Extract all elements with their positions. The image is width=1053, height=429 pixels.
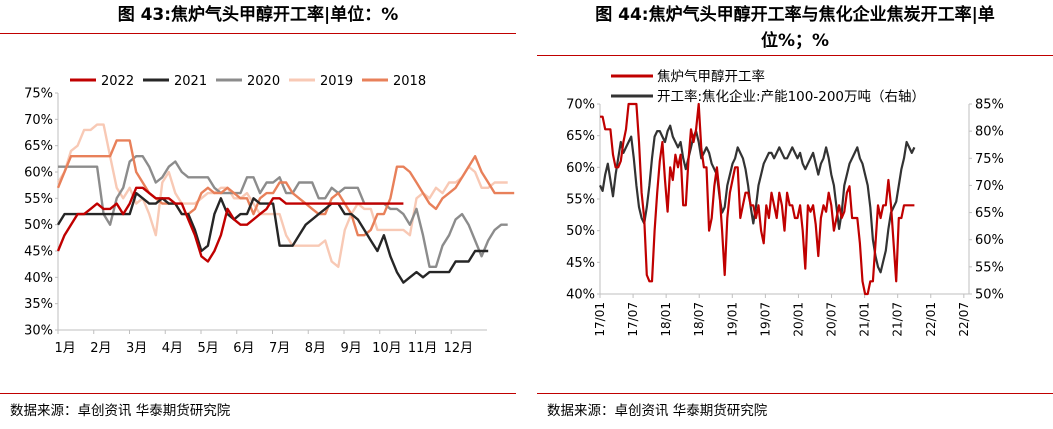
right-x-tick-label: 17/07 bbox=[626, 302, 640, 337]
right-y-right-tick-label: 60% bbox=[975, 233, 1004, 248]
right-y-left-tick-label: 55% bbox=[566, 193, 595, 208]
right-y-right-tick-label: 55% bbox=[975, 260, 1004, 275]
right-y-right-tick-label: 50% bbox=[975, 288, 1004, 303]
right-y-left-tick-label: 60% bbox=[566, 161, 595, 176]
right-chart-panel: 图 44:焦炉气头甲醇开工率与焦化企业焦炭开工率|单 位%；% 40% 45% 50… bbox=[537, 0, 1053, 429]
right-x-tick-label: 21/01 bbox=[858, 302, 872, 337]
left-x-tick-label: 10月 bbox=[372, 341, 402, 356]
left-legend-label-2019: 2019 bbox=[320, 74, 353, 89]
left-legend-label-2018: 2018 bbox=[393, 74, 426, 89]
left-source-note: 数据来源：卓创资讯 华泰期货研究院 bbox=[10, 403, 231, 419]
left-chart-panel: 图 43:焦炉气头甲醇开工率|单位：% 30% 35% 40% 45% 50% 55% 60… bbox=[0, 0, 516, 429]
right-y-right-tick-label: 70% bbox=[975, 179, 1004, 194]
right-x-tick-label: 22/07 bbox=[957, 302, 971, 337]
right-y-right-tick-label: 65% bbox=[975, 206, 1004, 221]
left-x-tick-label: 5月 bbox=[198, 341, 219, 356]
left-y-tick-label: 35% bbox=[24, 297, 53, 312]
right-legend-label-methanol: 焦炉气甲醇开工率 bbox=[657, 68, 765, 85]
right-title-line1: 图 44:焦炉气头甲醇开工率与焦化企业焦炭开工率|单 bbox=[595, 5, 995, 25]
left-y-tick-label: 75% bbox=[24, 87, 53, 102]
right-y-left-tick-label: 50% bbox=[566, 224, 595, 239]
right-series-line-coke-rate bbox=[599, 124, 916, 274]
left-legend-label-2021: 2021 bbox=[174, 74, 207, 89]
left-y-tick-label: 40% bbox=[24, 271, 53, 286]
right-series-line-methanol-rate bbox=[600, 102, 915, 296]
left-y-tick-label: 50% bbox=[24, 218, 53, 233]
left-x-tick-label: 2月 bbox=[90, 341, 111, 356]
right-x-tick-label: 22/01 bbox=[924, 302, 938, 337]
left-y-tick-label: 60% bbox=[24, 166, 53, 181]
left-source-divider bbox=[0, 393, 516, 394]
left-y-tick-label: 45% bbox=[24, 245, 53, 260]
right-x-tick-label: 18/07 bbox=[692, 302, 706, 337]
left-x-tick-label: 3月 bbox=[126, 341, 147, 356]
left-y-tick-label: 70% bbox=[24, 113, 53, 128]
right-y-right-tick-label: 75% bbox=[975, 152, 1004, 167]
left-x-tick-label: 12月 bbox=[444, 341, 474, 356]
right-title-divider bbox=[537, 55, 1053, 56]
right-source-divider bbox=[537, 393, 1053, 394]
right-chart-title: 图 44:焦炉气头甲醇开工率与焦化企业焦炭开工率|单 位%；% bbox=[537, 2, 1053, 54]
left-legend-label-2022: 2022 bbox=[101, 74, 134, 89]
right-y-right-tick-label: 80% bbox=[975, 125, 1004, 140]
left-x-tick-label: 11月 bbox=[408, 341, 438, 356]
right-x-tick-label: 18/01 bbox=[659, 302, 673, 337]
right-x-tick-label: 20/07 bbox=[825, 302, 839, 337]
right-legend-label-coke: 开工率:焦化企业:产能100-200万吨（右轴） bbox=[657, 88, 925, 105]
left-series-line-2021 bbox=[56, 191, 489, 284]
right-y-left-tick-label: 40% bbox=[566, 288, 595, 303]
right-y-left-tick-label: 45% bbox=[566, 256, 595, 271]
right-x-tick-label: 19/01 bbox=[725, 302, 739, 337]
left-x-tick-label: 6月 bbox=[233, 341, 254, 356]
right-title-line2: 位%；% bbox=[760, 31, 830, 51]
right-x-tick-label: 21/07 bbox=[891, 302, 905, 337]
left-x-tick-label: 8月 bbox=[305, 341, 326, 356]
left-x-tick-label: 1月 bbox=[55, 341, 76, 356]
left-x-tick-label: 4月 bbox=[162, 341, 183, 356]
right-y-left-tick-label: 70% bbox=[566, 98, 595, 113]
right-y-right-tick-label: 85% bbox=[975, 98, 1004, 113]
left-series-line-2022 bbox=[56, 186, 404, 263]
left-y-tick-label: 65% bbox=[24, 139, 53, 154]
left-legend-label-2020: 2020 bbox=[247, 74, 280, 89]
left-title-divider bbox=[0, 33, 516, 34]
left-chart-title: 图 43:焦炉气头甲醇开工率|单位：% bbox=[117, 5, 399, 25]
right-x-tick-label: 19/07 bbox=[758, 302, 772, 337]
left-y-tick-label: 30% bbox=[24, 324, 53, 339]
left-line-chart: 30% 35% 40% 45% 50% 55% 60% 65% 70% 75% 1月 2月 3月 4月 5月… bbox=[24, 74, 515, 356]
right-x-tick-label: 17/01 bbox=[593, 302, 607, 337]
left-x-tick-label: 7月 bbox=[269, 341, 290, 356]
left-x-tick-label: 9月 bbox=[341, 341, 362, 356]
right-line-chart: 40% 45% 50% 55% 60% 65% 70% 50% 55% 60% 65% 70% 75% 8… bbox=[566, 68, 1004, 337]
right-y-left-tick-label: 65% bbox=[566, 129, 595, 144]
right-source-note: 数据来源：卓创资讯 华泰期货研究院 bbox=[547, 403, 768, 419]
right-x-tick-label: 20/01 bbox=[791, 302, 805, 337]
left-y-tick-label: 55% bbox=[24, 192, 53, 207]
left-series-line-2018 bbox=[56, 139, 515, 237]
